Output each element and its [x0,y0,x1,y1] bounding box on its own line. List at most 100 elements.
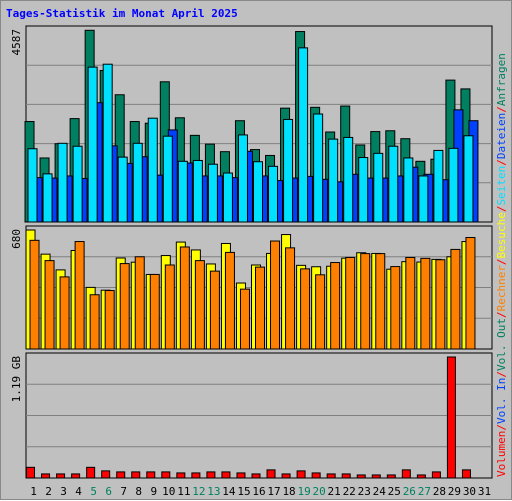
chart-title: Tages-Statistik im Monat April 2025 [6,7,238,20]
legend-item: Vol. Out [495,318,508,371]
x-tick-label: 17 [267,485,280,498]
bar-seiten-day-11 [177,160,188,223]
legend-item: Besuche [495,212,508,258]
bar-rechner-day-21 [330,262,341,350]
bar-rechner-day-4 [74,241,85,350]
bar-seiten-day-7 [117,156,128,223]
bar-rechner-day-18 [285,247,296,350]
ymax-label-volume: 1.19 GB [10,356,23,403]
x-tick-label: 8 [135,485,142,498]
bar-volumen-day-20 [311,472,321,479]
legend-item: / [495,106,508,113]
bar-seiten-day-14 [222,172,233,223]
bar-volumen-day-16 [251,473,261,479]
bar-volumen-day-13 [206,471,216,479]
bar-seiten-day-12 [192,159,203,223]
x-tick-label: 25 [388,485,401,498]
bar-rechner-day-15 [239,288,250,350]
x-tick-label: 24 [373,485,387,498]
x-tick-label: 28 [433,485,446,498]
bar-rechner-day-3 [59,276,70,350]
bar-rechner-day-13 [209,270,220,350]
x-tick-label: 9 [150,485,157,498]
bar-volumen-day-12 [191,472,201,479]
x-tick-label: 10 [162,485,175,498]
bar-seiten-day-20 [313,113,324,223]
bar-rechner-day-26 [405,256,416,350]
bar-rechner-day-17 [270,240,281,350]
bar-volumen-day-26 [401,469,411,479]
x-tick-label: 19 [297,485,310,498]
x-tick-label: 21 [328,485,341,498]
legend-item: / [495,311,508,318]
bar-volumen-day-22 [341,473,351,479]
legend-item: / [495,159,508,166]
bar-rechner-day-10 [164,264,175,350]
x-tick-label: 3 [60,485,67,498]
bar-seiten-day-29 [448,147,459,223]
bar-seiten-day-24 [373,152,384,223]
x-tick-label: 4 [75,485,82,498]
legend-item: / [495,205,508,212]
bar-seiten-day-9 [147,117,158,223]
x-tick-label: 26 [403,485,416,498]
bar-rechner-day-14 [224,251,235,350]
x-tick-label: 23 [358,485,371,498]
bar-volumen-day-28 [431,471,441,479]
bar-seiten-day-2 [42,173,53,223]
legend-item: / [495,371,508,378]
bar-seiten-day-5 [87,66,98,223]
bar-seiten-day-22 [343,136,354,223]
bar-volumen-day-9 [146,471,156,479]
legend: Volumen/Vol. In/Vol. Out/Rechner/Besuche… [495,53,508,477]
bar-seiten-day-28 [433,149,444,223]
x-tick-label: 20 [313,485,326,498]
bar-seiten-day-3 [57,142,68,223]
x-tick-label: 14 [222,485,236,498]
bar-rechner-day-2 [44,260,55,350]
legend-item: / [495,424,508,431]
bar-seiten-day-15 [237,134,248,223]
bar-volumen-day-14 [221,471,231,479]
bar-volumen-day-4 [71,473,81,479]
bar-volumen-day-10 [161,471,171,479]
legend-item: Dateien [495,113,508,159]
bar-rechner-day-11 [179,246,190,350]
bar-rechner-day-25 [390,266,401,350]
ymax-label-hits: 4587 [10,29,23,56]
bar-volumen-day-18 [281,473,291,479]
bar-volumen-day-21 [326,473,336,479]
bar-volumen-day-15 [236,472,246,479]
legend-item: / [495,258,508,265]
bar-seiten-day-8 [132,142,143,223]
bar-seiten-day-21 [328,138,339,223]
bar-volumen-day-19 [296,470,306,479]
bar-rechner-day-7 [119,263,130,350]
x-tick-label: 2 [45,485,52,498]
bar-rechner-day-29 [450,248,461,350]
x-tick-label: 18 [282,485,295,498]
bar-rechner-day-22 [345,256,356,350]
bar-volumen-day-1 [26,466,36,479]
x-tick-label: 5 [90,485,97,498]
x-tick-label: 27 [418,485,431,498]
bar-rechner-day-5 [89,294,100,350]
legend-item: Anfragen [495,53,508,106]
bar-rechner-day-28 [435,259,446,350]
ymax-label-visits: 680 [10,229,23,249]
legend-item: Vol. In [495,378,508,424]
bar-rechner-day-9 [149,273,160,350]
x-tick-label: 13 [207,485,220,498]
bar-seiten-day-4 [72,145,83,223]
bar-seiten-day-6 [102,63,113,223]
bar-volumen-day-2 [41,473,51,479]
x-tick-label: 31 [478,485,491,498]
bar-volumen-day-17 [266,469,276,479]
x-tick-label: 7 [120,485,127,498]
bar-rechner-day-19 [300,268,311,350]
bar-rechner-day-23 [360,253,371,350]
bar-volumen-day-7 [116,471,126,479]
bar-rechner-day-6 [104,290,115,350]
